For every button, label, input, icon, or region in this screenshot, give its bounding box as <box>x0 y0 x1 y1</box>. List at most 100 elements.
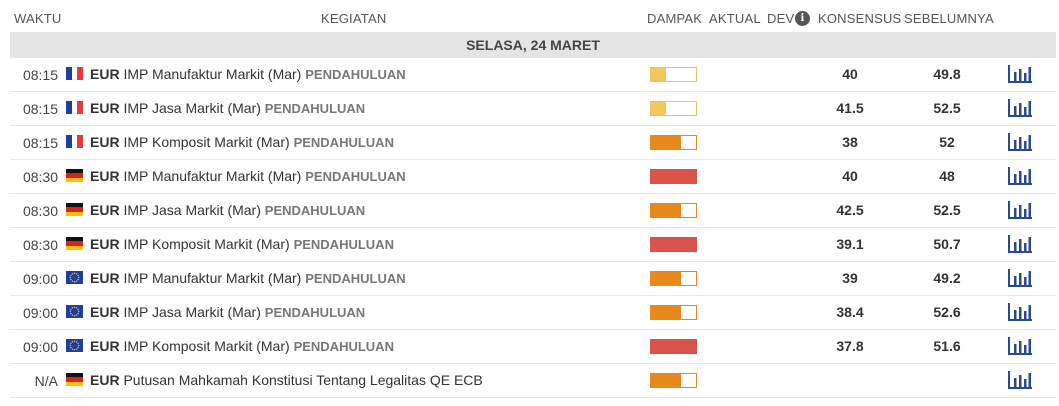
currency-code: EUR <box>90 372 120 388</box>
currency-code: EUR <box>90 270 120 286</box>
table-row[interactable]: 08:15 EUR IMP Jasa Markit (Mar) PENDAHULU… <box>10 92 1056 126</box>
chart-icon[interactable] <box>1007 131 1033 153</box>
header-dev[interactable]: DEV <box>767 11 795 26</box>
previous-value: 52.5 <box>933 202 961 218</box>
chart-icon[interactable] <box>1007 63 1033 85</box>
previous-value: 52.6 <box>933 304 961 320</box>
previous-value: 52.5 <box>933 100 961 116</box>
impact-meter <box>650 271 697 286</box>
event-name[interactable]: EUR Putusan Mahkamah Konstitusi Tentang … <box>90 372 483 388</box>
consensus-value: 39 <box>842 270 858 286</box>
currency-code: EUR <box>90 338 120 354</box>
previous-value: 50.7 <box>933 236 961 252</box>
currency-code: EUR <box>90 66 120 82</box>
event-name[interactable]: EUR IMP Jasa Markit (Mar) PENDAHULUAN <box>90 304 365 320</box>
event-time: 08:15 <box>22 135 58 151</box>
event-title: IMP Jasa Markit (Mar) <box>123 202 261 218</box>
chart-icon[interactable] <box>1007 301 1033 323</box>
impact-meter <box>650 169 697 184</box>
currency-code: EUR <box>90 304 120 320</box>
currency-code: EUR <box>90 236 120 252</box>
impact-meter <box>650 135 697 150</box>
impact-fill <box>651 340 696 353</box>
preliminary-tag: PENDAHULUAN <box>305 271 406 286</box>
currency-code: EUR <box>90 134 120 150</box>
chart-icon[interactable] <box>1007 97 1033 119</box>
event-name[interactable]: EUR IMP Manufaktur Markit (Mar) PENDAHUL… <box>90 270 406 286</box>
france-flag <box>66 67 83 80</box>
impact-fill <box>651 238 696 251</box>
header-konsensus[interactable]: KONSENSUS <box>818 11 902 26</box>
event-name[interactable]: EUR IMP Manufaktur Markit (Mar) PENDAHUL… <box>90 66 406 82</box>
day-separator: SELASA, 24 MARET <box>10 32 1056 58</box>
impact-fill <box>651 102 666 115</box>
table-row[interactable]: 09:00 EUR IMP Manufaktur Markit (Mar) PEN… <box>10 262 1056 296</box>
event-name[interactable]: EUR IMP Komposit Markit (Mar) PENDAHULUA… <box>90 338 394 354</box>
consensus-value: 38 <box>842 134 858 150</box>
event-title: IMP Komposit Markit (Mar) <box>123 236 290 252</box>
consensus-value: 38.4 <box>836 304 864 320</box>
impact-meter <box>650 373 697 388</box>
table-row[interactable]: 08:30 EUR IMP Manufaktur Markit (Mar) PEN… <box>10 160 1056 194</box>
table-row[interactable]: 08:15 EUR IMP Manufaktur Markit (Mar) PEN… <box>10 58 1056 92</box>
table-row[interactable]: 09:00 EUR IMP Jasa Markit (Mar) PENDAHULU… <box>10 296 1056 330</box>
chart-icon[interactable] <box>1007 233 1033 255</box>
event-time: 08:15 <box>22 67 58 83</box>
impact-meter <box>650 339 697 354</box>
preliminary-tag: PENDAHULUAN <box>264 203 366 218</box>
impact-fill <box>651 170 696 183</box>
consensus-value: 39.1 <box>836 236 864 252</box>
impact-meter <box>650 203 697 218</box>
event-name[interactable]: EUR IMP Jasa Markit (Mar) PENDAHULUAN <box>90 100 365 116</box>
chart-icon[interactable] <box>1007 369 1033 391</box>
currency-code: EUR <box>90 168 120 184</box>
event-time: 08:15 <box>22 101 58 117</box>
table-row[interactable]: N/A EUR Putusan Mahkamah Konstitusi Tenta… <box>10 364 1056 398</box>
event-name[interactable]: EUR IMP Jasa Markit (Mar) PENDAHULUAN <box>90 202 365 218</box>
header-dampak[interactable]: DAMPAK <box>647 11 703 26</box>
consensus-value: 41.5 <box>836 100 864 116</box>
impact-fill <box>651 374 681 387</box>
chart-icon[interactable] <box>1007 335 1033 357</box>
event-title: IMP Jasa Markit (Mar) <box>123 304 261 320</box>
previous-value: 48 <box>939 168 955 184</box>
consensus-value: 42.5 <box>836 202 864 218</box>
table-row[interactable]: 08:30 EUR IMP Jasa Markit (Mar) PENDAHULU… <box>10 194 1056 228</box>
impact-fill <box>651 272 681 285</box>
event-time: 09:00 <box>22 305 58 321</box>
event-time: 08:30 <box>22 169 58 185</box>
germany-flag <box>66 237 83 250</box>
info-icon[interactable]: i <box>795 11 810 26</box>
consensus-value: 40 <box>842 66 858 82</box>
germany-flag <box>66 169 83 182</box>
preliminary-tag: PENDAHULUAN <box>293 339 394 354</box>
event-name[interactable]: EUR IMP Komposit Markit (Mar) PENDAHULUA… <box>90 236 394 252</box>
chart-icon[interactable] <box>1007 199 1033 221</box>
event-time: 08:30 <box>22 203 58 219</box>
table-row[interactable]: 09:00 EUR IMP Komposit Markit (Mar) PENDA… <box>10 330 1056 364</box>
eu-flag <box>66 305 83 318</box>
consensus-value: 37.8 <box>836 338 864 354</box>
consensus-value: 40 <box>842 168 858 184</box>
event-time: N/A <box>34 373 58 389</box>
chart-icon[interactable] <box>1007 165 1033 187</box>
table-row[interactable]: 08:30 EUR IMP Komposit Markit (Mar) PENDA… <box>10 228 1056 262</box>
table-row[interactable]: 08:15 EUR IMP Komposit Markit (Mar) PENDA… <box>10 126 1056 160</box>
eu-flag <box>66 339 83 352</box>
header-aktual[interactable]: AKTUAL <box>709 11 761 26</box>
header-sebelumnya[interactable]: SEBELUMNYA <box>904 11 994 26</box>
event-name[interactable]: EUR IMP Manufaktur Markit (Mar) PENDAHUL… <box>90 168 406 184</box>
header-kegiatan[interactable]: KEGIATAN <box>321 11 387 26</box>
impact-meter <box>650 305 697 320</box>
impact-fill <box>651 204 681 217</box>
event-title: IMP Komposit Markit (Mar) <box>123 134 290 150</box>
event-title: IMP Manufaktur Markit (Mar) <box>123 168 302 184</box>
chart-icon[interactable] <box>1007 267 1033 289</box>
impact-fill <box>651 68 666 81</box>
impact-meter <box>650 67 697 82</box>
event-name[interactable]: EUR IMP Komposit Markit (Mar) PENDAHULUA… <box>90 134 394 150</box>
header-waktu[interactable]: WAKTU <box>14 11 62 26</box>
eu-flag <box>66 271 83 284</box>
preliminary-tag: PENDAHULUAN <box>264 101 366 116</box>
germany-flag <box>66 203 83 216</box>
